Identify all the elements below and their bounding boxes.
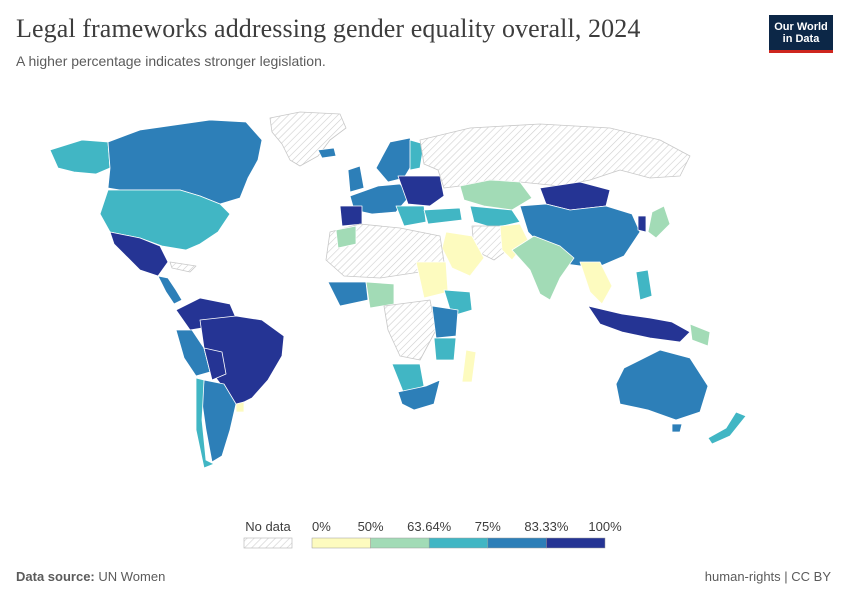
region-argentina[interactable] bbox=[201, 379, 237, 463]
region-south-africa[interactable] bbox=[397, 379, 441, 411]
region-chile[interactable] bbox=[195, 377, 215, 469]
region-canada[interactable] bbox=[107, 119, 263, 205]
world-map bbox=[49, 111, 747, 469]
region-new-zealand[interactable] bbox=[707, 411, 747, 445]
region-cuba[interactable] bbox=[169, 261, 197, 273]
legend-swatch-3[interactable] bbox=[487, 537, 547, 549]
region-balkans[interactable] bbox=[395, 205, 427, 227]
region-korea[interactable] bbox=[637, 215, 647, 233]
legend-tick-label-3: 75% bbox=[475, 519, 501, 534]
license-note[interactable]: human-rights | CC BY bbox=[704, 569, 831, 584]
region-morocco[interactable] bbox=[335, 225, 357, 249]
legend-bins: 0% 50% 63.64% 75% 83.33% 100% bbox=[311, 519, 622, 549]
logo-line-2: in Data bbox=[782, 33, 820, 45]
legend-swatch-2[interactable] bbox=[428, 537, 489, 549]
legend: No data 0% 50% 63.64% 75% 83.33% 100% bbox=[243, 519, 622, 549]
region-japan[interactable] bbox=[647, 205, 671, 239]
region-madagascar[interactable] bbox=[461, 349, 477, 383]
region-alaska[interactable] bbox=[49, 139, 111, 175]
data-source-name[interactable]: UN Women bbox=[98, 569, 166, 584]
logo-line-1: Our World bbox=[774, 21, 828, 33]
region-philippines[interactable] bbox=[635, 269, 653, 301]
region-bolivia[interactable] bbox=[203, 347, 227, 381]
legend-tick-label-1: 50% bbox=[358, 519, 384, 534]
owid-logo[interactable]: Our World in Data bbox=[769, 15, 833, 53]
region-central-africa[interactable] bbox=[383, 299, 437, 361]
region-png[interactable] bbox=[689, 323, 711, 347]
region-australia[interactable] bbox=[615, 349, 709, 421]
region-indonesia[interactable] bbox=[587, 305, 691, 343]
region-russia[interactable] bbox=[419, 123, 691, 189]
legend-swatch-1[interactable] bbox=[370, 537, 430, 549]
region-eastern-europe[interactable] bbox=[397, 175, 445, 207]
legend-tick-label-0: 0% bbox=[312, 519, 331, 534]
legend-swatch-0[interactable] bbox=[311, 537, 371, 549]
region-finland[interactable] bbox=[409, 139, 425, 171]
region-tasmania[interactable] bbox=[671, 423, 683, 433]
legend-swatch-4[interactable] bbox=[546, 537, 606, 549]
legend-tick-label-2: 63.64% bbox=[407, 519, 452, 534]
data-source-prefix: Data source: bbox=[16, 569, 95, 584]
region-india[interactable] bbox=[511, 235, 575, 301]
legend-no-data-swatch bbox=[243, 537, 293, 549]
data-source: Data source: UN Women bbox=[16, 569, 165, 584]
region-greenland[interactable] bbox=[269, 111, 347, 167]
region-southeast-asia[interactable] bbox=[579, 261, 613, 305]
region-turkey[interactable] bbox=[423, 207, 463, 225]
legend-tick-label-4: 83.33% bbox=[524, 519, 569, 534]
region-iceland[interactable] bbox=[317, 147, 337, 159]
chart-subtitle: A higher percentage indicates stronger l… bbox=[16, 53, 326, 69]
region-southern-africa[interactable] bbox=[391, 363, 425, 395]
region-uruguay[interactable] bbox=[235, 401, 245, 413]
chart-title: Legal frameworks addressing gender equal… bbox=[16, 14, 641, 43]
region-uk[interactable] bbox=[347, 165, 365, 193]
region-west-africa[interactable] bbox=[327, 281, 369, 307]
region-tanzania[interactable] bbox=[433, 337, 457, 361]
region-nigeria[interactable] bbox=[365, 281, 395, 309]
legend-tick-label-5: 100% bbox=[588, 519, 622, 534]
region-east-africa[interactable] bbox=[431, 305, 459, 339]
region-central-america[interactable] bbox=[157, 275, 183, 305]
legend-no-data-label: No data bbox=[245, 519, 291, 534]
region-kazakhstan[interactable] bbox=[459, 179, 533, 211]
